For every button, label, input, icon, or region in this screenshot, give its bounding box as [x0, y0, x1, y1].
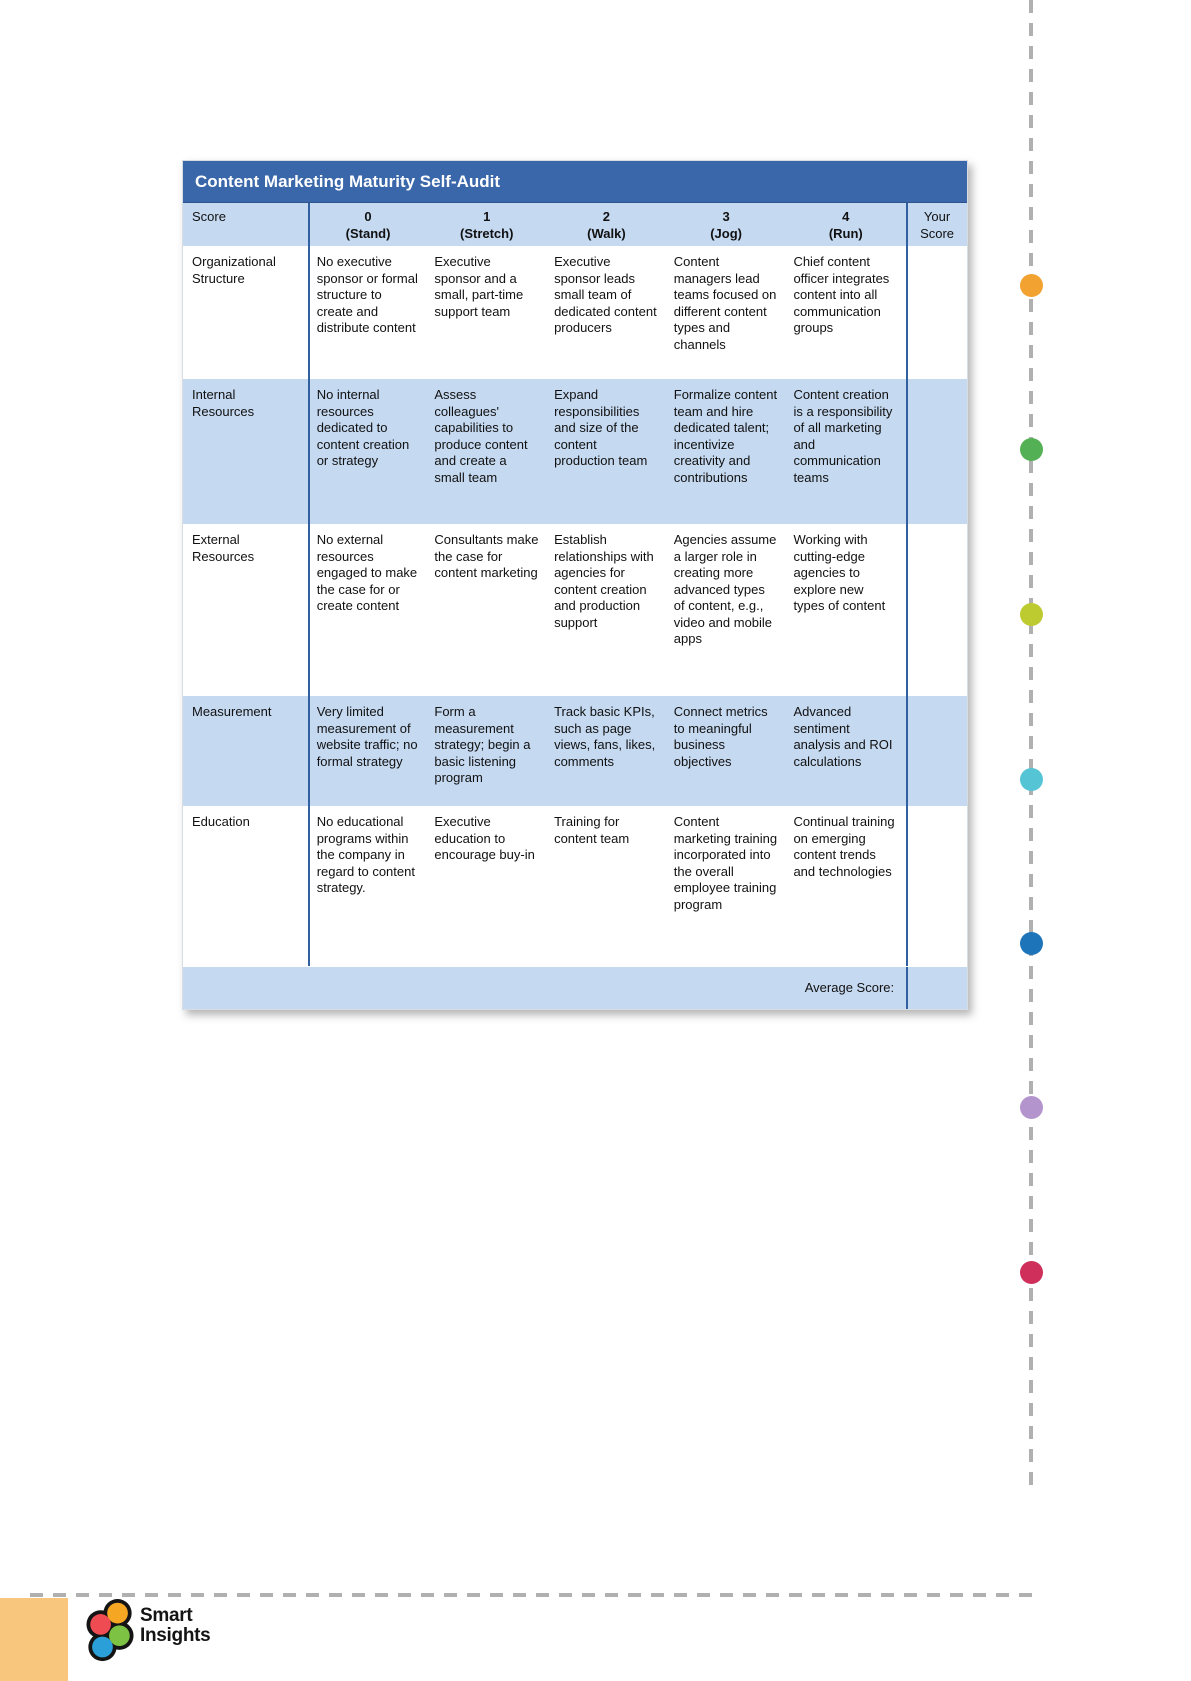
logo-line-2: Insights — [140, 1625, 211, 1646]
smart-insights-logo: Smart Insights — [86, 1599, 211, 1663]
cell: No internal resources dedicated to conte… — [307, 379, 428, 524]
margin-dot-orange — [1020, 274, 1043, 297]
column-header-1: 1 (Stretch) — [459, 209, 514, 241]
cell: Form a measurement strategy; begin a bas… — [434, 704, 531, 785]
your-score-cell — [906, 696, 967, 806]
table-row-measurement: Measurement Very limited measurement of … — [183, 696, 967, 806]
margin-dot-blue — [1020, 932, 1043, 955]
table-row-external-resources: External Resources No external resources… — [183, 524, 967, 696]
your-score-cell — [906, 806, 967, 966]
column-header-3: 3 (Jog) — [710, 209, 742, 241]
column-header-2: 2 (Walk) — [587, 209, 626, 241]
cell: Assess colleagues' capabilities to produ… — [434, 387, 528, 485]
table-row-internal-resources: Internal Resources No internal resources… — [183, 379, 967, 524]
table-title: Content Marketing Maturity Self-Audit — [183, 161, 967, 203]
table-header-row: Score 0 (Stand) 1 (Stretch) 2 (Walk) 3 (… — [183, 203, 967, 246]
cell: Content managers lead teams focused on d… — [673, 254, 777, 352]
row-label: Measurement — [192, 704, 272, 719]
cell: Consultants make the case for content ma… — [434, 532, 539, 580]
margin-dot-teal — [1020, 768, 1043, 791]
margin-dot-yellow-green — [1020, 603, 1043, 626]
cell: Track basic KPIs, such as page views, fa… — [554, 704, 656, 769]
your-score-column-header: Your Score — [906, 203, 967, 246]
cell: No educational programs within the compa… — [307, 806, 428, 966]
cell: Establish relationships with agencies fo… — [554, 532, 654, 630]
audit-table: Content Marketing Maturity Self-Audit Sc… — [182, 160, 968, 1010]
score-column-header: Score — [192, 209, 226, 224]
cell: Connect metrics to meaningful business o… — [673, 704, 768, 769]
row-label: Organizational Structure — [192, 254, 276, 286]
table-row-organizational-structure: Organizational Structure No executive sp… — [183, 246, 967, 379]
smart-insights-logo-text: Smart Insights — [140, 1605, 211, 1646]
cell: Training for content team — [554, 814, 630, 846]
cell: Executive sponsor leads small team of de… — [554, 254, 657, 335]
margin-dot-crimson — [1020, 1261, 1043, 1284]
cell: Content creation is a responsibility of … — [793, 387, 893, 485]
margin-dot-green — [1020, 438, 1043, 461]
cell: Advanced sentiment analysis and ROI calc… — [793, 704, 893, 769]
table-row-education: Education No educational programs within… — [183, 806, 967, 966]
horizontal-dashed-line — [30, 1593, 1035, 1597]
row-label: External Resources — [192, 532, 255, 564]
margin-dot-purple — [1020, 1096, 1043, 1119]
cell: Executive education to encourage buy-in — [434, 814, 535, 862]
cell: Working with cutting-edge agencies to ex… — [793, 532, 886, 613]
cell: Formalize content team and hire dedicate… — [673, 387, 778, 485]
cell: Agencies assume a larger role in creatin… — [673, 532, 777, 646]
smart-insights-logo-icon — [86, 1599, 134, 1662]
your-score-cell — [906, 524, 967, 696]
your-score-cell — [906, 246, 967, 379]
corner-accent-block — [0, 1598, 68, 1681]
cell: Chief content officer integrates content… — [793, 254, 890, 335]
cell: Executive sponsor and a small, part-time… — [434, 254, 524, 319]
row-label: Internal Resources — [192, 387, 255, 419]
column-header-4: 4 (Run) — [828, 209, 863, 241]
vertical-dashed-line — [1029, 0, 1033, 1492]
your-score-cell — [906, 379, 967, 524]
table-footer-row: Average Score: — [183, 966, 967, 1009]
logo-line-1: Smart — [140, 1605, 193, 1626]
cell: Content marketing training incorporated … — [673, 814, 778, 912]
row-label: Education — [192, 814, 250, 829]
average-score-cell — [906, 967, 967, 1009]
cell: No external resources engaged to make th… — [307, 524, 428, 696]
cell: Expand responsibilities and size of the … — [554, 387, 648, 468]
column-header-0: 0 (Stand) — [307, 203, 428, 246]
average-score-label: Average Score: — [804, 979, 895, 995]
cell: No executive sponsor or formal structure… — [307, 246, 428, 379]
cell: Continual training on emerging content t… — [793, 814, 895, 879]
cell: Very limited measurement of website traf… — [307, 696, 428, 806]
